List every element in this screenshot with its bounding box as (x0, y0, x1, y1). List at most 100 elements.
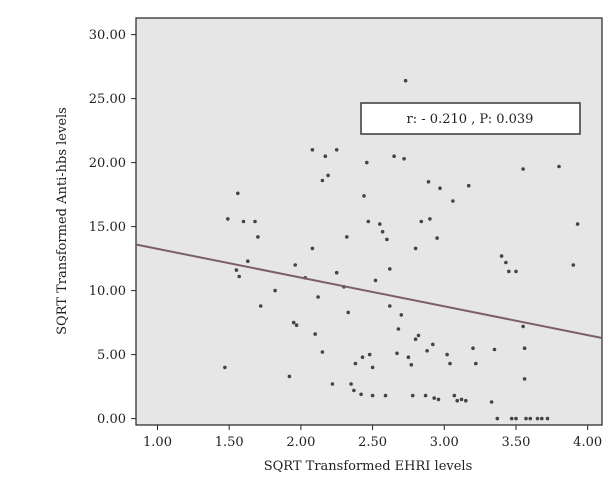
data-point-94 (528, 416, 533, 421)
data-point-32 (353, 361, 358, 366)
data-point-69 (438, 186, 442, 190)
data-point-12 (291, 320, 296, 325)
data-point-91 (522, 346, 527, 351)
data-point-58 (413, 337, 418, 342)
data-point-85 (507, 269, 511, 274)
data-point-29 (346, 310, 351, 315)
data-point-89 (521, 167, 525, 171)
data-point-78 (471, 346, 475, 351)
data-point-73 (452, 393, 457, 398)
data-point-8 (256, 235, 260, 239)
data-point-33 (359, 392, 363, 397)
data-point-74 (455, 398, 460, 403)
data-point-34 (360, 355, 365, 360)
data-point-71 (448, 361, 452, 366)
data-point-45 (385, 237, 389, 242)
data-point-38 (367, 352, 372, 357)
data-point-16 (310, 246, 315, 251)
data-point-53 (403, 78, 408, 83)
data-point-57 (413, 246, 418, 251)
y-tick-label-5: 25.00 (89, 92, 126, 107)
data-point-40 (370, 393, 375, 398)
data-point-19 (316, 295, 320, 299)
data-point-87 (514, 269, 518, 274)
data-point-54 (406, 355, 411, 360)
data-point-35 (362, 194, 366, 198)
data-point-52 (402, 157, 406, 161)
data-point-63 (426, 180, 431, 184)
data-point-39 (370, 365, 375, 370)
x-tick-label-3: 2.50 (358, 435, 387, 450)
x-tick-label-2: 2.00 (286, 435, 315, 450)
data-point-18 (313, 332, 318, 336)
data-point-62 (425, 349, 429, 353)
data-point-44 (383, 393, 388, 398)
data-point-70 (445, 352, 449, 357)
data-points (223, 78, 580, 421)
data-point-65 (431, 342, 435, 347)
data-point-68 (436, 397, 441, 402)
data-point-41 (373, 278, 378, 283)
data-point-72 (451, 199, 455, 203)
data-point-23 (326, 173, 330, 178)
data-point-86 (509, 416, 514, 421)
data-point-0 (223, 365, 227, 370)
data-point-56 (410, 393, 415, 398)
data-point-42 (378, 222, 382, 226)
data-point-76 (464, 398, 468, 403)
data-point-66 (432, 396, 437, 400)
data-point-14 (294, 323, 299, 328)
y-tick-label-2: 10.00 (89, 284, 126, 299)
data-point-88 (514, 416, 518, 421)
correlation-annotation: r: - 0.210 , P: 0.039 (407, 112, 534, 127)
data-point-46 (388, 304, 392, 308)
data-point-9 (258, 304, 263, 308)
data-point-4 (237, 274, 241, 279)
data-point-51 (399, 313, 404, 317)
data-point-98 (557, 164, 561, 169)
data-point-80 (489, 400, 494, 404)
y-tick-label-3: 15.00 (89, 220, 126, 235)
data-point-37 (366, 219, 371, 224)
data-point-5 (241, 219, 246, 224)
data-point-95 (535, 416, 540, 421)
x-tick-label-4: 3.00 (430, 435, 459, 450)
data-point-100 (575, 222, 580, 226)
data-point-64 (428, 217, 432, 221)
data-point-43 (380, 229, 385, 234)
data-point-2 (234, 268, 239, 272)
data-point-75 (459, 397, 464, 402)
data-point-60 (419, 219, 424, 224)
data-point-79 (474, 361, 478, 366)
data-point-97 (545, 416, 550, 421)
data-point-99 (571, 263, 576, 267)
y-tick-label-4: 20.00 (89, 156, 126, 171)
data-point-24 (330, 382, 335, 386)
regression-line (135, 243, 603, 339)
data-point-20 (320, 350, 325, 354)
data-point-61 (423, 393, 428, 398)
data-point-31 (352, 388, 356, 393)
y-tick-label-1: 5.00 (97, 348, 126, 363)
data-point-83 (499, 254, 504, 258)
data-point-22 (323, 154, 328, 158)
data-point-30 (349, 382, 353, 386)
data-point-84 (504, 260, 508, 265)
x-tick-label-1: 1.50 (215, 435, 244, 450)
data-point-47 (388, 267, 392, 271)
x-axis-title: SQRT Transformed EHRI levels (264, 459, 473, 474)
data-point-17 (310, 148, 315, 152)
data-point-77 (466, 183, 471, 188)
data-point-93 (524, 416, 528, 421)
data-point-6 (246, 259, 250, 264)
data-point-90 (521, 324, 525, 329)
x-tick-label-6: 4.00 (573, 435, 602, 450)
y-tick-label-6: 30.00 (89, 28, 126, 43)
data-point-92 (522, 377, 527, 381)
x-tick-label-0: 1.00 (143, 435, 172, 450)
annotation-box: r: - 0.210 , P: 0.039 (360, 102, 581, 135)
data-point-10 (273, 288, 277, 293)
data-point-7 (253, 219, 257, 224)
y-axis: 0.00 5.00 10.00 15.00 20.00 25.00 30.00 (89, 28, 136, 427)
data-point-3 (236, 191, 240, 196)
